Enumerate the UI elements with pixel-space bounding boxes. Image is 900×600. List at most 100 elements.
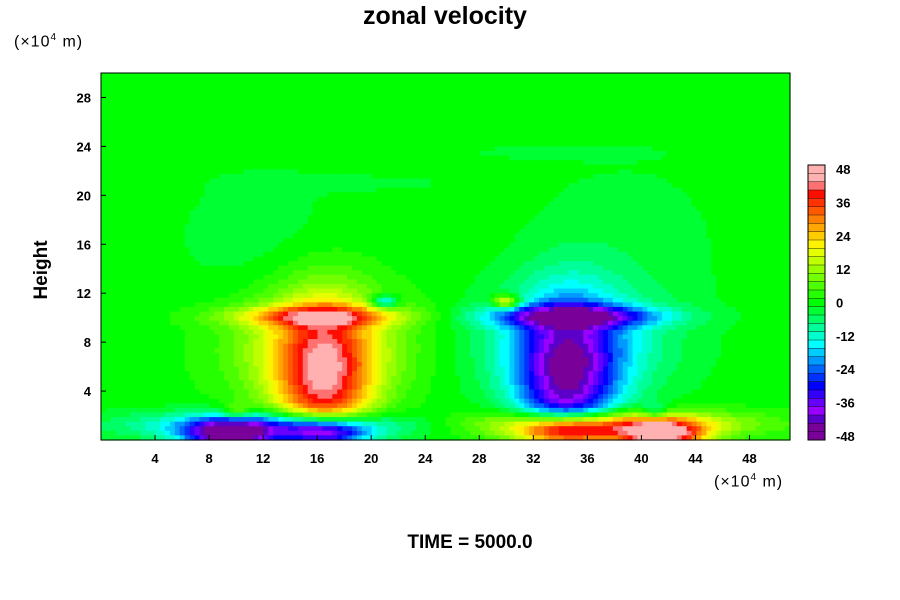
contour-cell (489, 105, 496, 111)
contour-cell (548, 155, 555, 161)
contour-cell (558, 192, 565, 198)
contour-cell (578, 77, 584, 83)
contour-cell (243, 91, 250, 97)
contour-cell (583, 215, 589, 221)
contour-cell (120, 210, 127, 216)
contour-cell (219, 164, 225, 170)
contour-cell (602, 141, 609, 147)
contour-cell (263, 215, 269, 221)
contour-cell (430, 187, 437, 193)
contour-cell (440, 100, 447, 106)
contour-cell (361, 118, 368, 125)
contour-cell (391, 95, 397, 102)
contour-cell (588, 137, 594, 143)
contour-cell (376, 123, 383, 129)
contour-cell (470, 164, 476, 170)
contour-cell (307, 146, 314, 152)
contour-cell (292, 224, 299, 230)
contour-cell (356, 105, 363, 111)
contour-cell (622, 123, 629, 129)
contour-cell (637, 132, 643, 138)
contour-cell (238, 187, 245, 193)
contour-cell (273, 128, 279, 134)
contour-cell (342, 137, 348, 143)
contour-cell (676, 132, 683, 138)
contour-cell (248, 86, 255, 92)
contour-cell (465, 206, 471, 212)
contour-cell (174, 82, 181, 88)
contour-cell (524, 82, 530, 88)
contour-cell (583, 95, 589, 102)
contour-cell (775, 164, 781, 170)
contour-cell (726, 146, 732, 152)
contour-cell (765, 173, 771, 180)
contour-cell (332, 105, 338, 111)
contour-cell (598, 91, 604, 97)
contour-cell (721, 128, 727, 134)
contour-cell (755, 215, 762, 221)
contour-cell (558, 91, 565, 97)
contour-cell (563, 178, 570, 184)
contour-cell (519, 77, 525, 83)
contour-cell (386, 169, 392, 175)
contour-cell (671, 132, 678, 138)
contour-cell (401, 196, 407, 203)
contour-cell (253, 196, 260, 203)
contour-cell (607, 114, 614, 120)
contour-cell (420, 187, 427, 193)
contour-cell (317, 183, 324, 189)
y-unit-exponent: 4 (50, 32, 58, 43)
contour-cell (233, 233, 240, 239)
contour-cell (607, 100, 614, 106)
contour-cell (283, 164, 289, 170)
contour-cell (612, 224, 619, 230)
contour-cell (696, 169, 703, 175)
contour-cell (288, 164, 294, 170)
contour-cell (209, 192, 215, 198)
contour-cell (228, 169, 235, 175)
contour-cell (248, 118, 255, 125)
contour-cell (460, 187, 466, 193)
contour-cell (105, 187, 112, 193)
contour-cell (386, 77, 392, 83)
contour-cell (233, 150, 240, 157)
contour-cell (755, 146, 762, 152)
contour-cell (583, 150, 589, 157)
contour-cell (174, 228, 181, 235)
contour-cell (179, 173, 186, 180)
contour-cell (553, 196, 560, 203)
contour-cell (253, 169, 260, 175)
contour-cell (716, 187, 722, 193)
contour-cell (509, 178, 515, 184)
contour-cell (696, 215, 703, 221)
contour-cell (681, 155, 688, 161)
contour-cell (716, 160, 722, 166)
contour-cell (470, 169, 476, 175)
contour-cell (666, 105, 673, 111)
contour-cell (361, 187, 368, 193)
contour-cell (406, 201, 412, 207)
contour-cell (179, 228, 186, 235)
contour-cell (642, 196, 648, 203)
contour-cell (760, 150, 766, 157)
contour-cell (529, 150, 535, 157)
contour-cell (430, 210, 437, 216)
contour-cell (342, 91, 348, 97)
contour-cell (283, 215, 289, 221)
contour-cell (351, 109, 358, 115)
contour-cell (169, 169, 176, 175)
contour-cell (184, 160, 191, 166)
contour-cell (598, 73, 604, 79)
contour-cell (647, 146, 653, 152)
contour-cell (617, 95, 624, 102)
contour-cell (278, 123, 284, 129)
contour-cell (755, 82, 762, 88)
contour-cell (543, 118, 550, 125)
contour-cell (563, 160, 570, 166)
contour-cell (396, 150, 402, 157)
contour-cell (494, 155, 501, 161)
contour-cell (145, 196, 151, 203)
contour-cell (460, 128, 466, 134)
contour-cell (548, 173, 555, 180)
contour-cell (440, 201, 447, 207)
